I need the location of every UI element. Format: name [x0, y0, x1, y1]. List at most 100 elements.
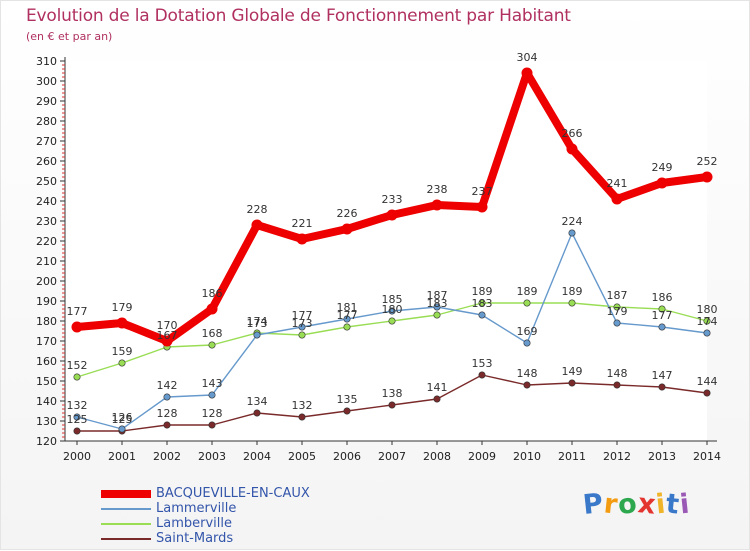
data-label: 138 — [382, 387, 403, 400]
data-label: 143 — [202, 377, 223, 390]
legend-swatch — [101, 490, 151, 498]
y-tick-label: 260 — [36, 155, 57, 168]
data-label: 159 — [112, 345, 133, 358]
data-point — [163, 421, 171, 429]
x-tick-label: 2007 — [378, 450, 406, 463]
y-tick-label: 210 — [36, 255, 57, 268]
data-point — [343, 407, 351, 415]
y-tick-label: 180 — [36, 315, 57, 328]
data-point — [433, 395, 441, 403]
data-label: 181 — [337, 301, 358, 314]
data-point — [478, 311, 486, 319]
x-tick-label: 2011 — [558, 450, 586, 463]
data-label: 187 — [427, 289, 448, 302]
data-point — [433, 311, 441, 319]
data-label: 134 — [247, 395, 268, 408]
y-tick-label: 240 — [36, 195, 57, 208]
plot-area — [65, 61, 707, 441]
y-tick-label: 120 — [36, 435, 57, 448]
x-tick-label: 2014 — [693, 450, 721, 463]
data-label: 189 — [517, 285, 538, 298]
data-point — [253, 409, 261, 417]
data-label: 141 — [427, 381, 448, 394]
data-point — [253, 331, 261, 339]
data-label: 148 — [607, 367, 628, 380]
data-label: 189 — [472, 285, 493, 298]
data-label: 144 — [697, 375, 718, 388]
data-label: 125 — [112, 413, 133, 426]
y-tick-label: 250 — [36, 175, 57, 188]
data-label: 135 — [337, 393, 358, 406]
x-tick-label: 2008 — [423, 450, 451, 463]
data-label: 177 — [337, 309, 358, 322]
data-point — [703, 329, 711, 337]
y-tick-label: 130 — [36, 415, 57, 428]
data-label: 174 — [247, 315, 268, 328]
data-label: 132 — [292, 399, 313, 412]
data-point — [568, 299, 576, 307]
data-label: 186 — [202, 287, 223, 300]
data-point — [116, 317, 128, 329]
y-tick-label: 310 — [36, 55, 57, 68]
x-tick-label: 2004 — [243, 450, 271, 463]
data-label: 168 — [202, 327, 223, 340]
data-point — [613, 381, 621, 389]
data-point — [523, 381, 531, 389]
data-point — [208, 421, 216, 429]
data-point — [703, 389, 711, 397]
y-tick-label: 280 — [36, 115, 57, 128]
data-point — [206, 303, 218, 315]
data-point — [343, 323, 351, 331]
y-tick-label: 230 — [36, 215, 57, 228]
proxiti-logo: Proxiti — [581, 488, 693, 521]
y-tick-label: 160 — [36, 355, 57, 368]
legend-swatch — [101, 523, 151, 525]
data-label: 304 — [517, 51, 538, 64]
data-label: 187 — [607, 289, 628, 302]
data-point — [388, 307, 396, 315]
data-label: 189 — [562, 285, 583, 298]
data-label: 180 — [382, 303, 403, 316]
data-label: 266 — [562, 127, 583, 140]
data-point — [118, 359, 126, 367]
y-tick-label: 290 — [36, 95, 57, 108]
x-tick-label: 2012 — [603, 450, 631, 463]
axes: 120 130 140 150 160 170 180 190 200 210 220 230 240 2… — [36, 55, 721, 463]
data-point — [298, 323, 306, 331]
data-point — [118, 425, 126, 433]
legend-label: Lammerville — [156, 501, 237, 516]
x-tick-label: 2005 — [288, 450, 316, 463]
data-point — [701, 171, 713, 183]
data-label: 252 — [697, 155, 718, 168]
data-label: 183 — [472, 297, 493, 310]
data-label: 152 — [67, 359, 88, 372]
data-point — [566, 143, 578, 155]
data-label: 153 — [472, 357, 493, 370]
data-point — [658, 305, 666, 313]
logo-letter: i — [678, 488, 693, 521]
data-label: 177 — [67, 305, 88, 318]
data-point — [478, 299, 486, 307]
data-label: 170 — [157, 319, 178, 332]
data-point — [611, 193, 623, 205]
data-label: 224 — [562, 215, 583, 228]
data-point — [613, 319, 621, 327]
y-tick-label: 300 — [36, 75, 57, 88]
data-point — [613, 303, 621, 311]
x-tick-label: 2013 — [648, 450, 676, 463]
data-point — [431, 199, 443, 211]
data-point — [208, 391, 216, 399]
x-tick-label: 2006 — [333, 450, 361, 463]
y-tick-label: 220 — [36, 235, 57, 248]
chart-title: Evolution de la Dotation Globale de Fonc… — [26, 6, 571, 26]
legend-swatch — [101, 508, 151, 510]
data-label: 237 — [472, 185, 493, 198]
data-point — [388, 401, 396, 409]
data-label: 221 — [292, 217, 313, 230]
data-label: 173 — [247, 317, 268, 330]
data-label: 149 — [562, 365, 583, 378]
data-label: 169 — [517, 325, 538, 338]
data-label: 128 — [202, 407, 223, 420]
